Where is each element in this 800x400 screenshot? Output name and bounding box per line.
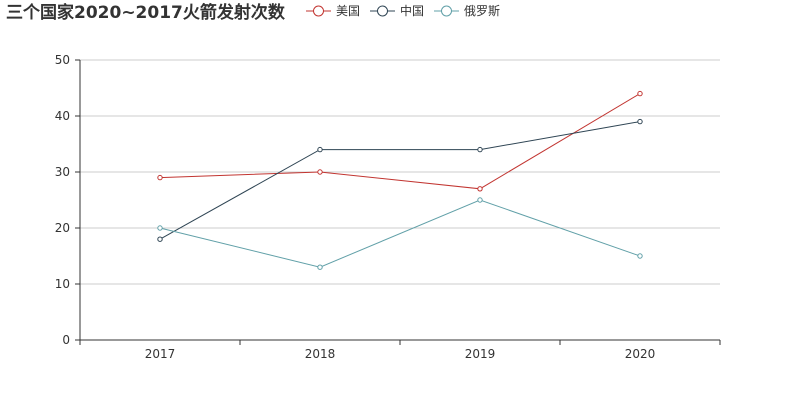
axes bbox=[75, 59, 721, 345]
legend-item[interactable]: 美国 bbox=[306, 4, 360, 18]
legend-item[interactable]: 中国 bbox=[370, 3, 424, 18]
grid-lines bbox=[80, 59, 720, 285]
data-point bbox=[157, 174, 163, 181]
y-tick-label: 30 bbox=[55, 165, 70, 179]
legend-item[interactable]: 俄罗斯 bbox=[434, 4, 500, 18]
data-point bbox=[637, 253, 643, 259]
series-2 bbox=[157, 118, 643, 242]
data-point bbox=[637, 118, 643, 125]
chart-title: 三个国家2020~2017火箭发射次数 bbox=[6, 2, 286, 23]
y-tick-label: 10 bbox=[55, 277, 70, 291]
data-point bbox=[157, 236, 163, 242]
x-tick-label: 2018 bbox=[305, 347, 336, 361]
legend-label: 俄罗斯 bbox=[464, 4, 500, 18]
data-point bbox=[317, 264, 323, 270]
chart-legend[interactable]: 美国 中国 俄罗斯 bbox=[306, 3, 500, 18]
data-point bbox=[477, 146, 483, 153]
legend-circle-icon bbox=[377, 5, 388, 17]
y-tick-label: 0 bbox=[62, 333, 70, 347]
x-tick-label: 2017 bbox=[145, 347, 176, 361]
data-point bbox=[157, 225, 163, 231]
series-line bbox=[159, 93, 641, 190]
y-tick-label: 20 bbox=[55, 221, 70, 235]
series-1 bbox=[157, 90, 643, 192]
series-layer bbox=[157, 90, 643, 270]
y-tick-label: 40 bbox=[55, 109, 70, 123]
series-3 bbox=[157, 197, 643, 270]
x-axis-tick-labels: 2017 2018 2019 2020 bbox=[145, 347, 656, 361]
y-axis-tick-labels: 0 10 20 30 40 50 bbox=[55, 53, 70, 347]
data-point bbox=[477, 186, 483, 192]
x-tick-label: 2019 bbox=[465, 347, 496, 361]
x-tick-label: 2020 bbox=[625, 347, 656, 361]
legend-circle-icon bbox=[441, 5, 452, 17]
series-line bbox=[159, 199, 641, 268]
legend-label: 美国 bbox=[336, 4, 360, 18]
data-point bbox=[317, 169, 323, 175]
legend-circle-icon bbox=[313, 5, 324, 17]
series-line bbox=[159, 121, 641, 240]
data-point bbox=[317, 146, 323, 153]
y-tick-label: 50 bbox=[55, 53, 70, 67]
data-point bbox=[477, 197, 483, 203]
data-point bbox=[637, 90, 643, 97]
legend-label: 中国 bbox=[400, 3, 424, 18]
